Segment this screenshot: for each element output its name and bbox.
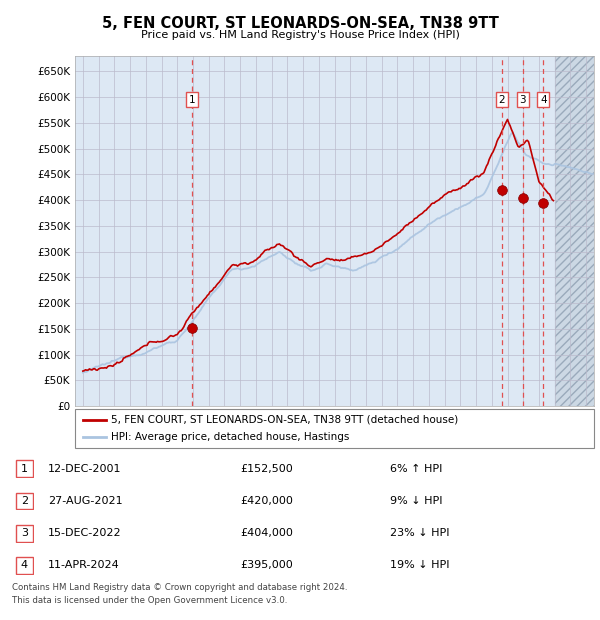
Text: 1: 1 bbox=[21, 464, 28, 474]
Text: £395,000: £395,000 bbox=[240, 560, 293, 570]
Text: £152,500: £152,500 bbox=[240, 464, 293, 474]
Text: 5, FEN COURT, ST LEONARDS-ON-SEA, TN38 9TT: 5, FEN COURT, ST LEONARDS-ON-SEA, TN38 9… bbox=[101, 16, 499, 30]
Bar bbox=[554, 56, 594, 406]
Text: £404,000: £404,000 bbox=[240, 528, 293, 538]
Text: 4: 4 bbox=[540, 95, 547, 105]
Text: 2: 2 bbox=[21, 496, 28, 506]
Text: 4: 4 bbox=[21, 560, 28, 570]
Text: 5, FEN COURT, ST LEONARDS-ON-SEA, TN38 9TT (detached house): 5, FEN COURT, ST LEONARDS-ON-SEA, TN38 9… bbox=[112, 415, 458, 425]
Text: £420,000: £420,000 bbox=[240, 496, 293, 506]
Text: 15-DEC-2022: 15-DEC-2022 bbox=[48, 528, 122, 538]
Text: 11-APR-2024: 11-APR-2024 bbox=[48, 560, 120, 570]
Text: This data is licensed under the Open Government Licence v3.0.: This data is licensed under the Open Gov… bbox=[12, 596, 287, 606]
Text: 12-DEC-2001: 12-DEC-2001 bbox=[48, 464, 121, 474]
Text: Price paid vs. HM Land Registry's House Price Index (HPI): Price paid vs. HM Land Registry's House … bbox=[140, 30, 460, 40]
Text: 27-AUG-2021: 27-AUG-2021 bbox=[48, 496, 122, 506]
Text: 2: 2 bbox=[499, 95, 505, 105]
Text: HPI: Average price, detached house, Hastings: HPI: Average price, detached house, Hast… bbox=[112, 432, 350, 442]
Text: 19% ↓ HPI: 19% ↓ HPI bbox=[390, 560, 449, 570]
Text: 6% ↑ HPI: 6% ↑ HPI bbox=[390, 464, 442, 474]
Text: 1: 1 bbox=[189, 95, 196, 105]
Text: 3: 3 bbox=[21, 528, 28, 538]
Text: Contains HM Land Registry data © Crown copyright and database right 2024.: Contains HM Land Registry data © Crown c… bbox=[12, 583, 347, 592]
Bar bbox=[554, 56, 594, 406]
Text: 9% ↓ HPI: 9% ↓ HPI bbox=[390, 496, 443, 506]
Text: 3: 3 bbox=[519, 95, 526, 105]
Text: 23% ↓ HPI: 23% ↓ HPI bbox=[390, 528, 449, 538]
